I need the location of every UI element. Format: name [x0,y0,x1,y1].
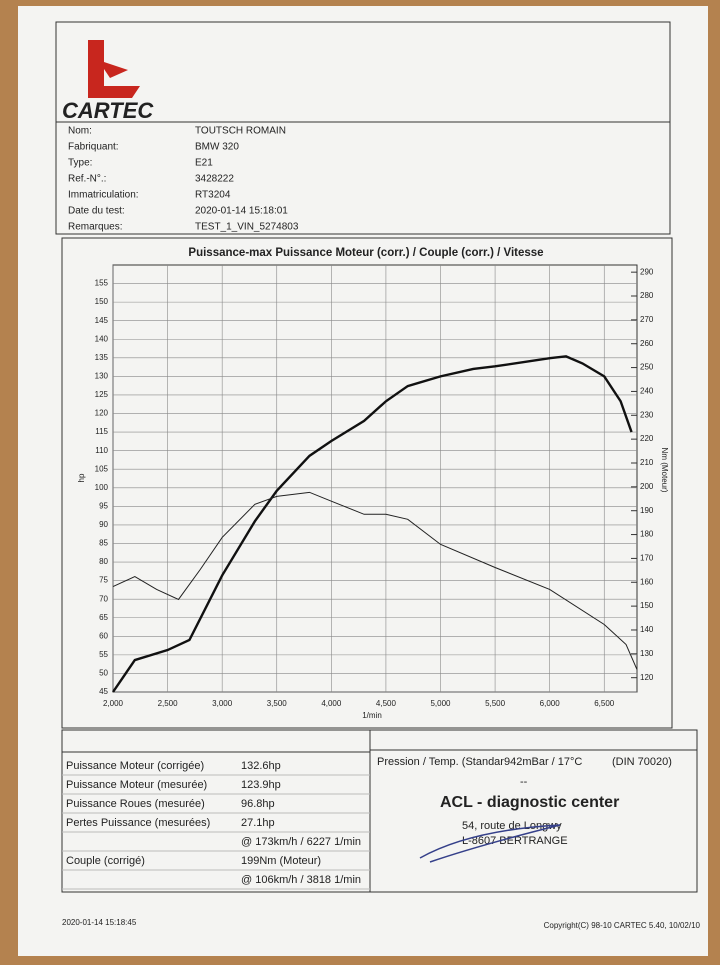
y-tick-label: 105 [95,464,109,473]
result-label: Pertes Puissance (mesurées) [66,817,210,829]
y-tick-label: 145 [95,316,109,325]
y-tick-label: 135 [95,353,109,362]
result-value: 199Nm (Moteur) [241,855,321,867]
result-label: Puissance Roues (mesurée) [66,798,205,810]
y2-tick-label: 240 [640,387,654,396]
y-tick-label: 110 [95,446,108,455]
result-label: Couple (corrigé) [66,855,145,867]
x-tick-label: 5,000 [430,699,451,708]
conditions: Pression / Temp. (Standar942mBar / 17°C [377,756,582,768]
info-label: Type: [68,158,92,169]
y2-tick-label: 250 [640,363,654,372]
y2-tick-label: 140 [640,625,654,634]
y2-axis-label: Nm (Moteur) [660,448,669,493]
y-tick-label: 140 [95,334,109,343]
x-tick-label: 6,000 [540,699,561,708]
chart-frame [61,237,673,729]
result-value: 123.9hp [241,779,281,791]
y-tick-label: 155 [95,279,109,288]
y-tick-label: 125 [95,390,109,399]
y-tick-label: 115 [95,427,108,436]
stamp-street: 54, route de Longwy [462,820,562,832]
info-value: 3428222 [195,174,234,185]
result-value: 27.1hp [241,817,275,829]
paper [18,6,708,956]
y-tick-label: 85 [99,539,108,548]
conditions-dash: -- [520,776,528,788]
y2-tick-label: 190 [640,506,654,515]
y2-tick-label: 150 [640,601,654,610]
y-tick-label: 95 [99,501,108,510]
y2-tick-label: 210 [640,458,654,467]
y-tick-label: 80 [99,557,108,566]
x-tick-label: 2,000 [103,699,124,708]
result-value: 96.8hp [241,798,275,810]
chart-title: Puissance-max Puissance Moteur (corr.) /… [188,247,543,259]
result-value: @ 106km/h / 3818 1/min [241,874,361,886]
series-line [112,355,633,693]
info-label: Nom: [68,126,92,137]
logo-mark [88,40,140,98]
results-box [61,729,698,893]
info-value: TEST_1_VIN_5274803 [195,222,299,233]
y2-tick-label: 230 [640,410,654,419]
info-label: Date du test: [68,206,125,217]
y2-tick-label: 120 [640,673,654,682]
stamp-name: ACL - diagnostic center [440,794,619,811]
footer-copyright: Copyright(C) 98-10 CARTEC 5.40, 10/02/10 [544,921,701,930]
y-tick-label: 100 [95,483,109,492]
result-label: Puissance Moteur (corrigée) [66,760,204,772]
x-tick-label: 2,500 [158,699,179,708]
y2-tick-label: 280 [640,291,654,300]
logo-mark [98,60,128,78]
y2-tick-label: 290 [640,267,654,276]
y-tick-label: 70 [99,594,108,603]
y2-tick-label: 170 [640,554,654,563]
y-tick-label: 65 [99,613,108,622]
info-label: Fabriquant: [68,142,119,153]
y-tick-label: 75 [99,576,108,585]
x-axis-label: 1/min [362,711,382,720]
footer-timestamp: 2020-01-14 15:18:45 [62,918,137,927]
info-label: Remarques: [68,222,122,233]
x-tick-label: 4,000 [321,699,342,708]
y-tick-label: 60 [99,631,108,640]
info-value: 2020-01-14 15:18:01 [195,206,288,217]
info-value: TOUTSCH ROMAIN [195,126,286,137]
y2-tick-label: 200 [640,482,654,491]
x-tick-label: 6,500 [594,699,615,708]
info-value: RT3204 [195,190,231,201]
info-value: BMW 320 [195,142,239,153]
y-tick-label: 120 [95,409,109,418]
y-tick-label: 55 [99,650,108,659]
info-label: Immatriculation: [68,190,139,201]
y2-tick-label: 130 [640,649,654,658]
result-value: @ 173km/h / 6227 1/min [241,836,361,848]
series-line [112,491,638,670]
y-axis-label: hp [77,473,86,482]
x-tick-label: 3,000 [212,699,233,708]
conditions-norm: (DIN 70020) [612,756,672,768]
result-label: Puissance Moteur (mesurée) [66,779,207,791]
result-value: 132.6hp [241,760,281,772]
y-tick-label: 130 [95,372,109,381]
y2-tick-label: 160 [640,577,654,586]
y-tick-label: 50 [99,669,108,678]
x-tick-label: 3,500 [267,699,288,708]
signature [419,824,561,863]
logo-text: CARTEC [62,98,154,123]
info-value: E21 [195,158,213,169]
y-tick-label: 45 [99,687,108,696]
x-tick-label: 4,500 [376,699,397,708]
y2-tick-label: 260 [640,339,654,348]
y-tick-label: 150 [95,297,109,306]
info-label: Ref.-N°.: [68,174,106,185]
y2-tick-label: 180 [640,530,654,539]
y2-tick-label: 270 [640,315,654,324]
x-tick-label: 5,500 [485,699,506,708]
y2-tick-label: 220 [640,434,654,443]
y-tick-label: 90 [99,520,108,529]
header-box [55,21,671,235]
